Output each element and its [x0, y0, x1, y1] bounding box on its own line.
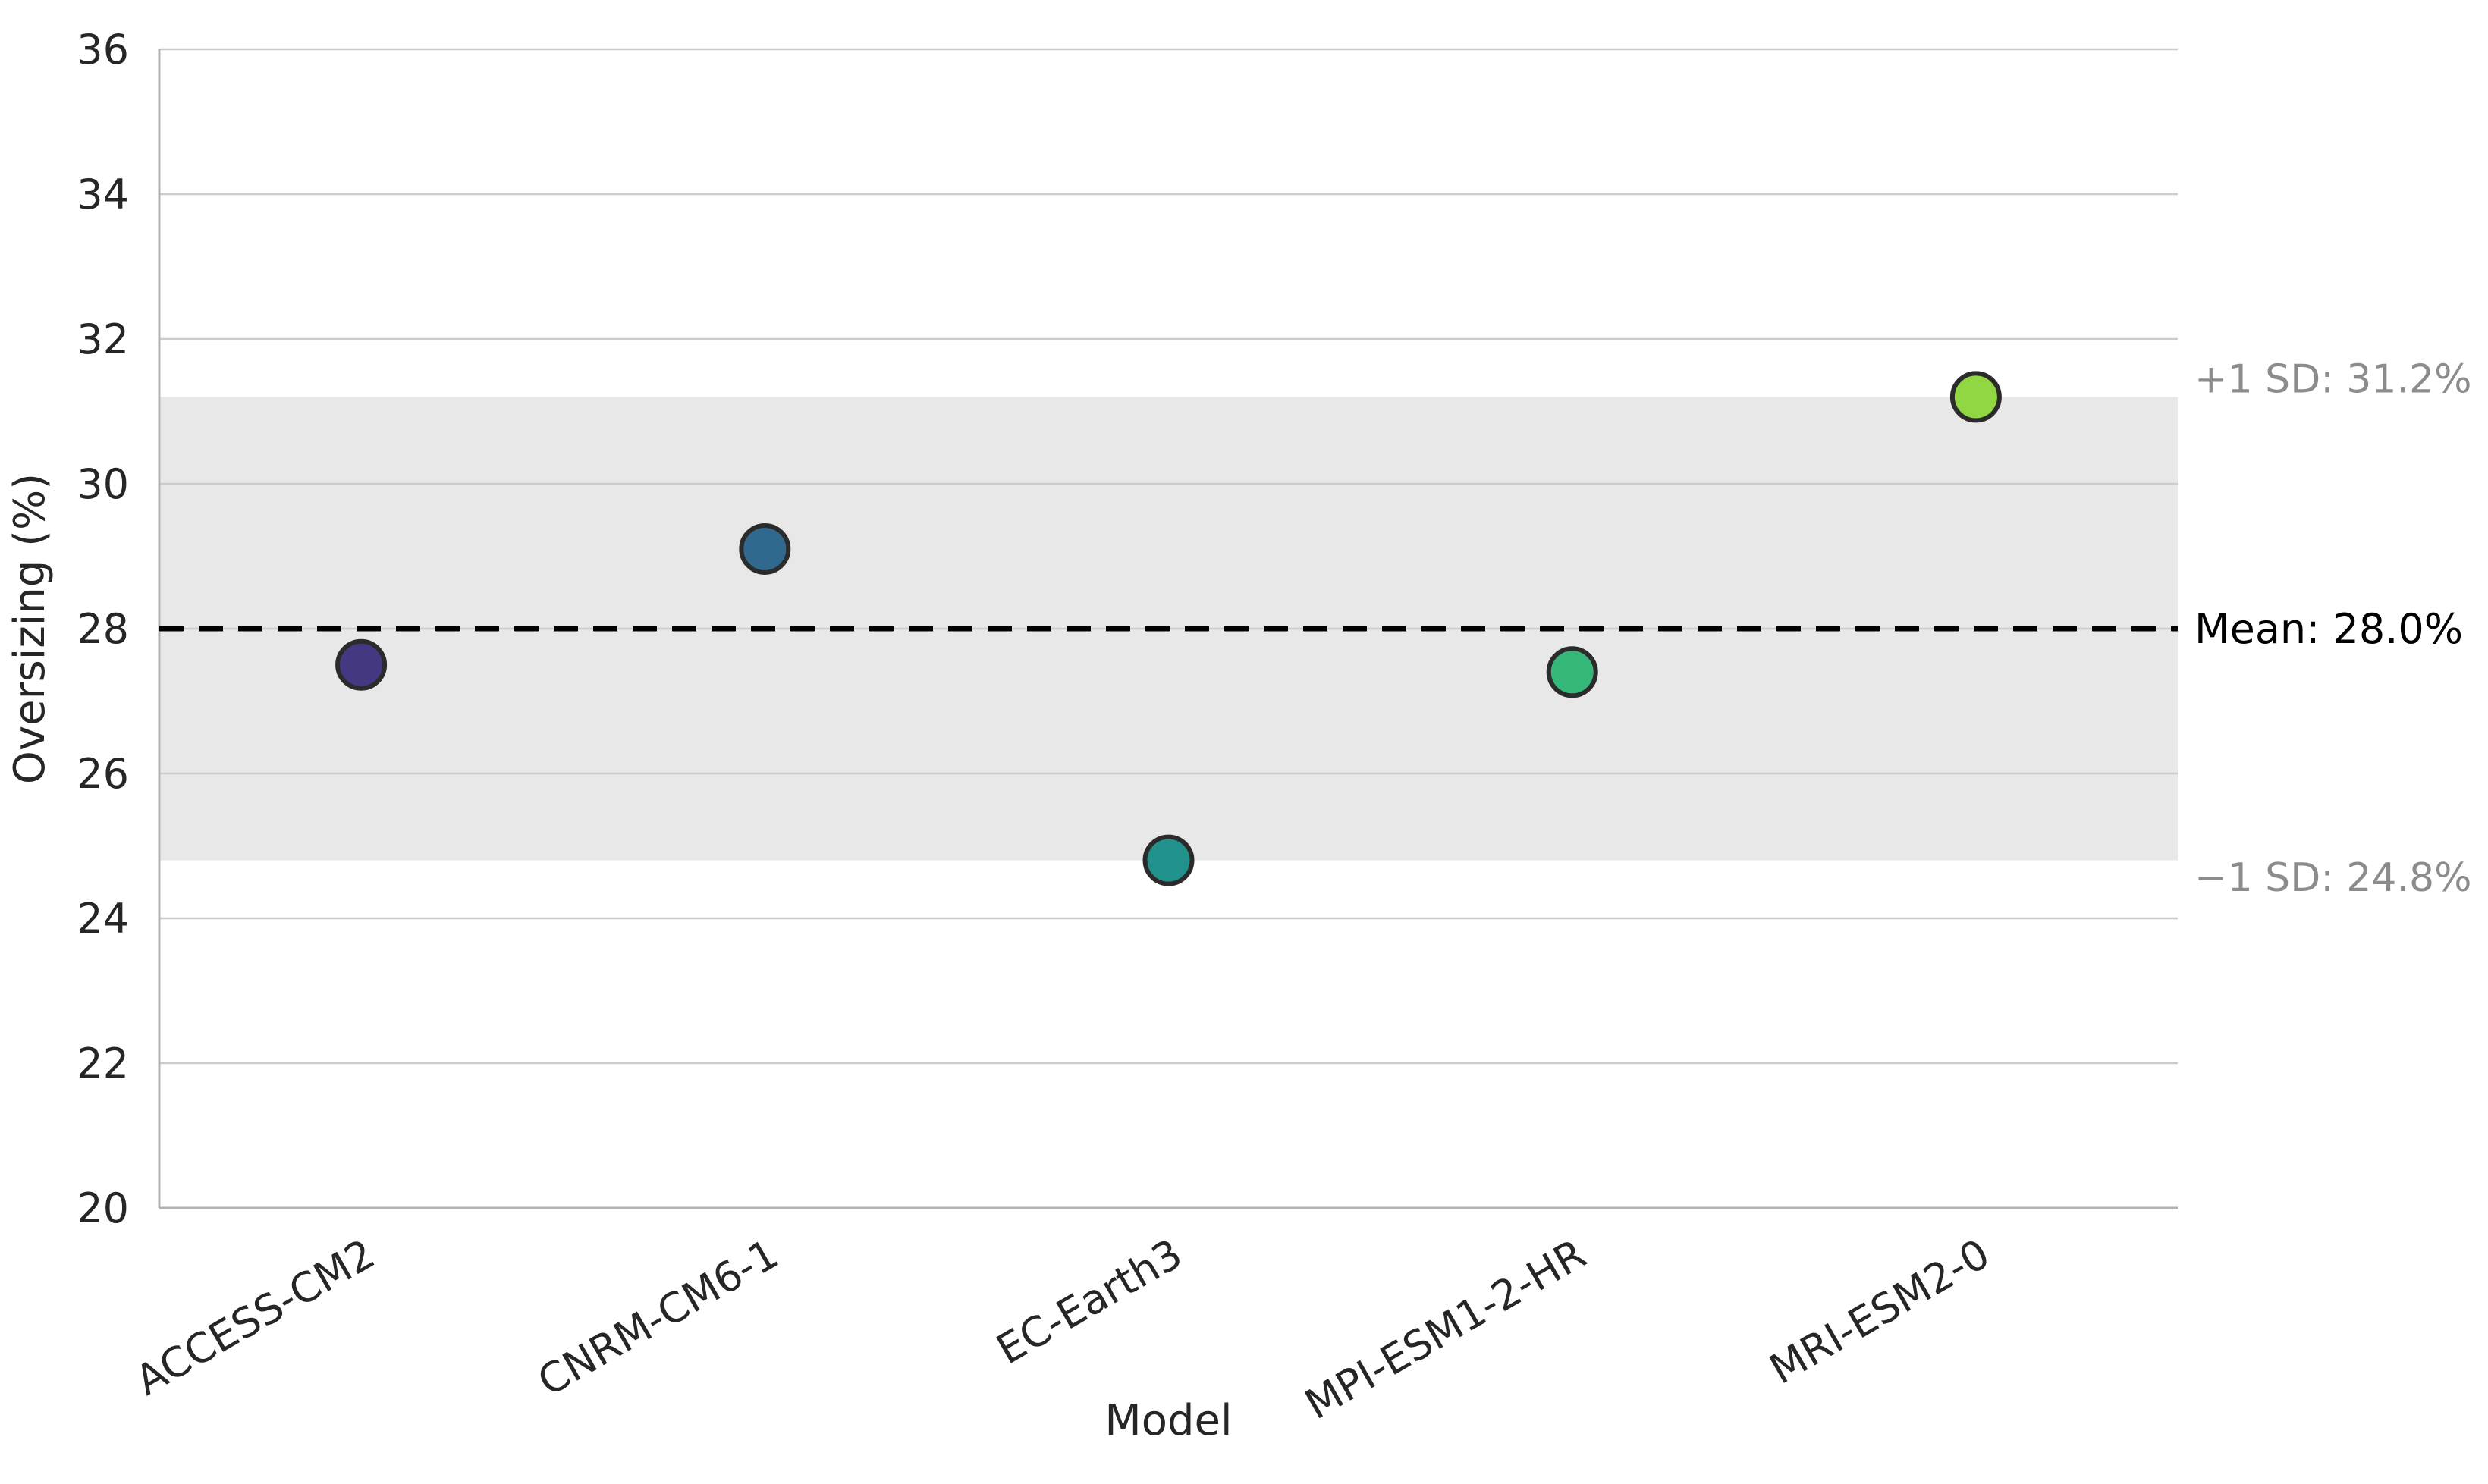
- annotation-mean: Mean: 28.0%: [2194, 605, 2463, 653]
- data-point-CNRM-CM6-1: [739, 522, 791, 575]
- y-tick-label-26: 26: [77, 750, 129, 798]
- annotation-minus-sd: −1 SD: 24.8%: [2194, 855, 2471, 901]
- x-tick-label-ACCESS-CM2: ACCESS-CM2: [127, 1230, 383, 1405]
- y-tick-label-28: 28: [77, 605, 129, 653]
- y-tick-label-32: 32: [77, 315, 129, 363]
- y-tick-label-24: 24: [77, 895, 129, 943]
- y-tick-label-36: 36: [77, 26, 129, 74]
- y-axis-title: Oversizing (%): [5, 473, 55, 784]
- data-point-EC-Earth3: [1142, 834, 1195, 886]
- y-tick-label-20: 20: [77, 1184, 129, 1232]
- x-tick-label-EC-Earth3: EC-Earth3: [988, 1230, 1190, 1374]
- x-axis-title: Model: [1104, 1396, 1232, 1445]
- y-tick-label-30: 30: [77, 460, 129, 508]
- annotation-plus-sd: +1 SD: 31.2%: [2194, 357, 2471, 403]
- data-point-MPI-ESM1-2-HR: [1546, 646, 1598, 698]
- data-point-ACCESS-CM2: [335, 638, 388, 691]
- x-tick-label-CNRM-CM6-1: CNRM-CM6-1: [530, 1230, 787, 1406]
- y-tick-label-34: 34: [77, 171, 129, 218]
- x-tick-label-MRI-ESM2-0: MRI-ESM2-0: [1761, 1230, 1997, 1394]
- data-point-MRI-ESM2-0: [1949, 371, 2002, 423]
- y-tick-label-22: 22: [77, 1040, 129, 1087]
- x-tick-label-MPI-ESM1-2-HR: MPI-ESM1-2-HR: [1297, 1230, 1594, 1429]
